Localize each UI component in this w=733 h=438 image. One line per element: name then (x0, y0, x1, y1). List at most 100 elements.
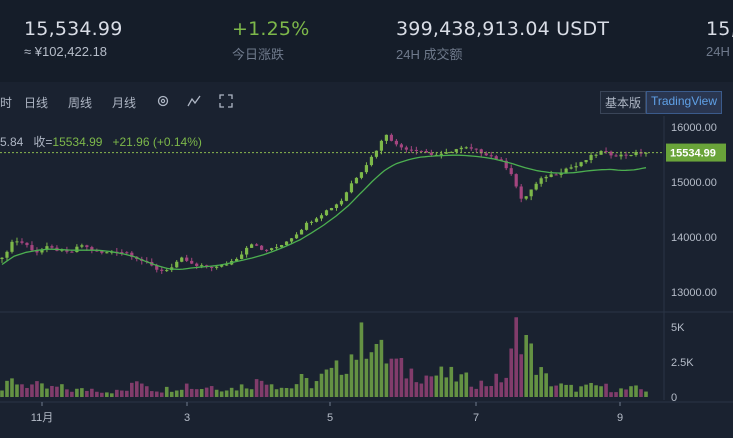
volume-bar (234, 390, 239, 397)
volume-bar (339, 374, 344, 397)
volume-bar (224, 390, 229, 397)
candle-body (284, 241, 289, 246)
candle-body (215, 266, 219, 268)
candle-body (534, 183, 538, 190)
volume-bar (299, 373, 304, 397)
candle-body (489, 155, 493, 157)
volume-bar (409, 368, 414, 397)
candle-body (80, 245, 84, 247)
candle-body (409, 149, 413, 151)
volume-bar (639, 389, 643, 397)
candle-body (424, 150, 428, 153)
fullscreen-icon[interactable] (219, 94, 233, 108)
volume-bar (404, 378, 409, 397)
volume-bar (589, 382, 593, 397)
candle-body (155, 265, 159, 270)
volume-bar (120, 390, 124, 397)
volume-bar (494, 373, 499, 397)
volume-bar (614, 392, 618, 397)
candle-body (389, 134, 393, 141)
price-axis-label: 13000.00 (671, 287, 717, 299)
change-percent-label: 今日涨跌 (232, 47, 285, 62)
volume-bar (134, 381, 139, 397)
volume-bar (364, 358, 369, 397)
candle-body (120, 252, 124, 254)
volume-bar (554, 385, 558, 397)
candle-body (329, 208, 334, 211)
candle-body (469, 147, 473, 149)
volume-bar (174, 390, 179, 397)
volume-bar (634, 385, 638, 397)
candle-body (220, 264, 224, 267)
interval-day[interactable]: 日线 (24, 96, 49, 110)
volume-bar (274, 389, 279, 397)
volume-bar (110, 393, 114, 397)
candle-body (264, 249, 269, 251)
volume-axis-label: 5K (671, 322, 685, 334)
volume-bar (524, 334, 528, 397)
volume-24h-label: 24H 成交额 (396, 47, 463, 62)
volume-bar (464, 372, 469, 397)
volume-bar (35, 381, 39, 397)
volume-bar (389, 358, 394, 397)
candle-body (85, 245, 89, 248)
volume-bar (504, 377, 509, 397)
volume-bar (50, 385, 54, 397)
candle-body (604, 151, 608, 153)
volume-bar (60, 384, 64, 397)
candle-body (499, 159, 503, 161)
tradingview-mode-button[interactable]: TradingView (645, 91, 722, 114)
candle-body (259, 245, 264, 250)
candle-body (394, 140, 398, 145)
candle-body (45, 246, 49, 250)
time-axis-label: 3 (184, 412, 190, 424)
interval-partial[interactable]: 时 (0, 96, 13, 110)
volume-bar (484, 386, 489, 397)
candle-body (554, 174, 558, 176)
volume-bar (444, 377, 449, 397)
candle-body (35, 250, 39, 253)
settings-icon[interactable] (156, 94, 170, 108)
candle-body (529, 189, 533, 197)
candle-body (185, 257, 189, 261)
volume-bar (139, 383, 144, 397)
candle-body (399, 144, 403, 148)
candle-body (484, 153, 488, 156)
moving-average-line (1, 154, 647, 271)
candle-body (90, 247, 94, 251)
volume-bar (219, 391, 224, 397)
price-axis-label: 14000.00 (671, 232, 717, 244)
volume-bar (454, 381, 459, 397)
candle-body (5, 251, 9, 258)
time-axis-label: 11月 (31, 412, 53, 424)
candle-body (524, 196, 528, 199)
candle-body (494, 156, 498, 160)
volume-bar (479, 380, 484, 397)
interval-week[interactable]: 周线 (68, 96, 93, 110)
candle-body (304, 222, 309, 230)
interval-month[interactable]: 月线 (112, 96, 137, 110)
candle-body (274, 247, 279, 249)
candle-body (444, 152, 448, 154)
indicator-icon[interactable] (187, 94, 201, 108)
candle-body (235, 258, 239, 262)
candle-body (250, 244, 254, 248)
last-price: 15,534.99 (24, 18, 123, 40)
candle-body (165, 270, 169, 272)
candle-body (359, 172, 364, 178)
candle-body (245, 247, 249, 255)
candle-body (454, 149, 458, 152)
volume-bar (384, 363, 389, 397)
volume-bar (199, 389, 204, 397)
volume-bar (279, 387, 284, 397)
chart-toolbar: 时 日线 周线 月线 (0, 86, 733, 116)
volume-bar (314, 381, 319, 397)
candle-body (574, 166, 578, 168)
volume-bar (559, 383, 563, 397)
volume-bar (85, 390, 89, 397)
volume-bar (115, 389, 119, 397)
volume-bar (369, 352, 374, 397)
volume-bar (95, 391, 99, 397)
basic-mode-button[interactable]: 基本版 (599, 91, 646, 114)
